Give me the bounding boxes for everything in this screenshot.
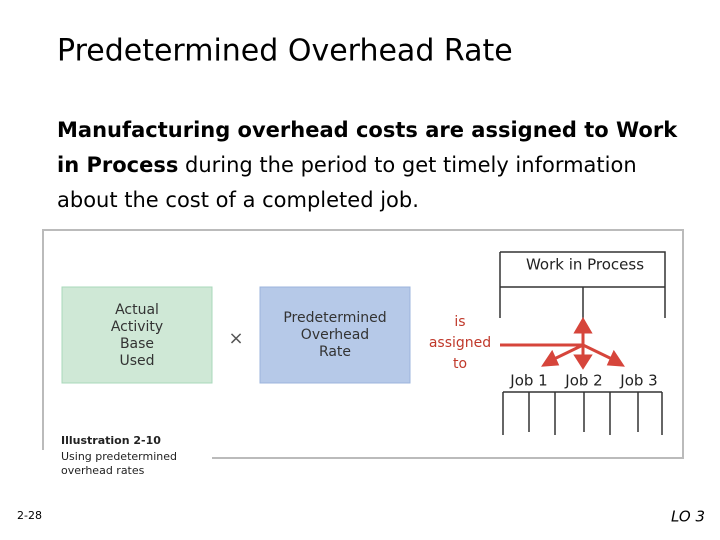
assigned-lines: is assigned to xyxy=(429,314,491,372)
job-name: Job 2 xyxy=(564,372,602,390)
caption-line: overhead rates xyxy=(61,464,145,477)
body-rest: during the period to get timely informat… xyxy=(57,153,637,212)
operator: × xyxy=(228,328,243,349)
rate-line: Predetermined xyxy=(283,310,386,326)
title: Predetermined Overhead Rate xyxy=(57,34,513,69)
t-accounts xyxy=(499,251,666,435)
base-box xyxy=(61,286,213,384)
frame xyxy=(42,229,684,459)
assigned-line: to xyxy=(453,356,467,372)
rate-line: Rate xyxy=(319,344,351,360)
job-name: Job 3 xyxy=(619,372,657,390)
base-line: Actual xyxy=(115,302,159,318)
arrows xyxy=(500,317,625,370)
caption-line: Using predetermined xyxy=(61,450,177,463)
body-text: Manufacturing overhead costs are assigne… xyxy=(57,113,687,218)
objective: LO 3 xyxy=(671,508,705,526)
body-bold: Manufacturing overhead costs are assigne… xyxy=(57,118,678,177)
rate-box xyxy=(259,286,411,384)
base-line: Activity xyxy=(111,319,163,335)
base-line: Base xyxy=(120,336,154,352)
slide-number: 2-28 xyxy=(17,509,42,522)
rate-line: Overhead xyxy=(301,327,369,343)
job-name: Job 1 xyxy=(509,372,547,390)
caption-number: Illustration 2-10 xyxy=(61,434,161,447)
base-line: Used xyxy=(119,353,154,369)
assigned-line: assigned xyxy=(429,335,491,351)
assigned-line: is xyxy=(454,314,465,330)
account-name: Work in Process xyxy=(526,256,644,274)
jobs: Job 1 Job 2 Job 3 xyxy=(509,372,657,390)
